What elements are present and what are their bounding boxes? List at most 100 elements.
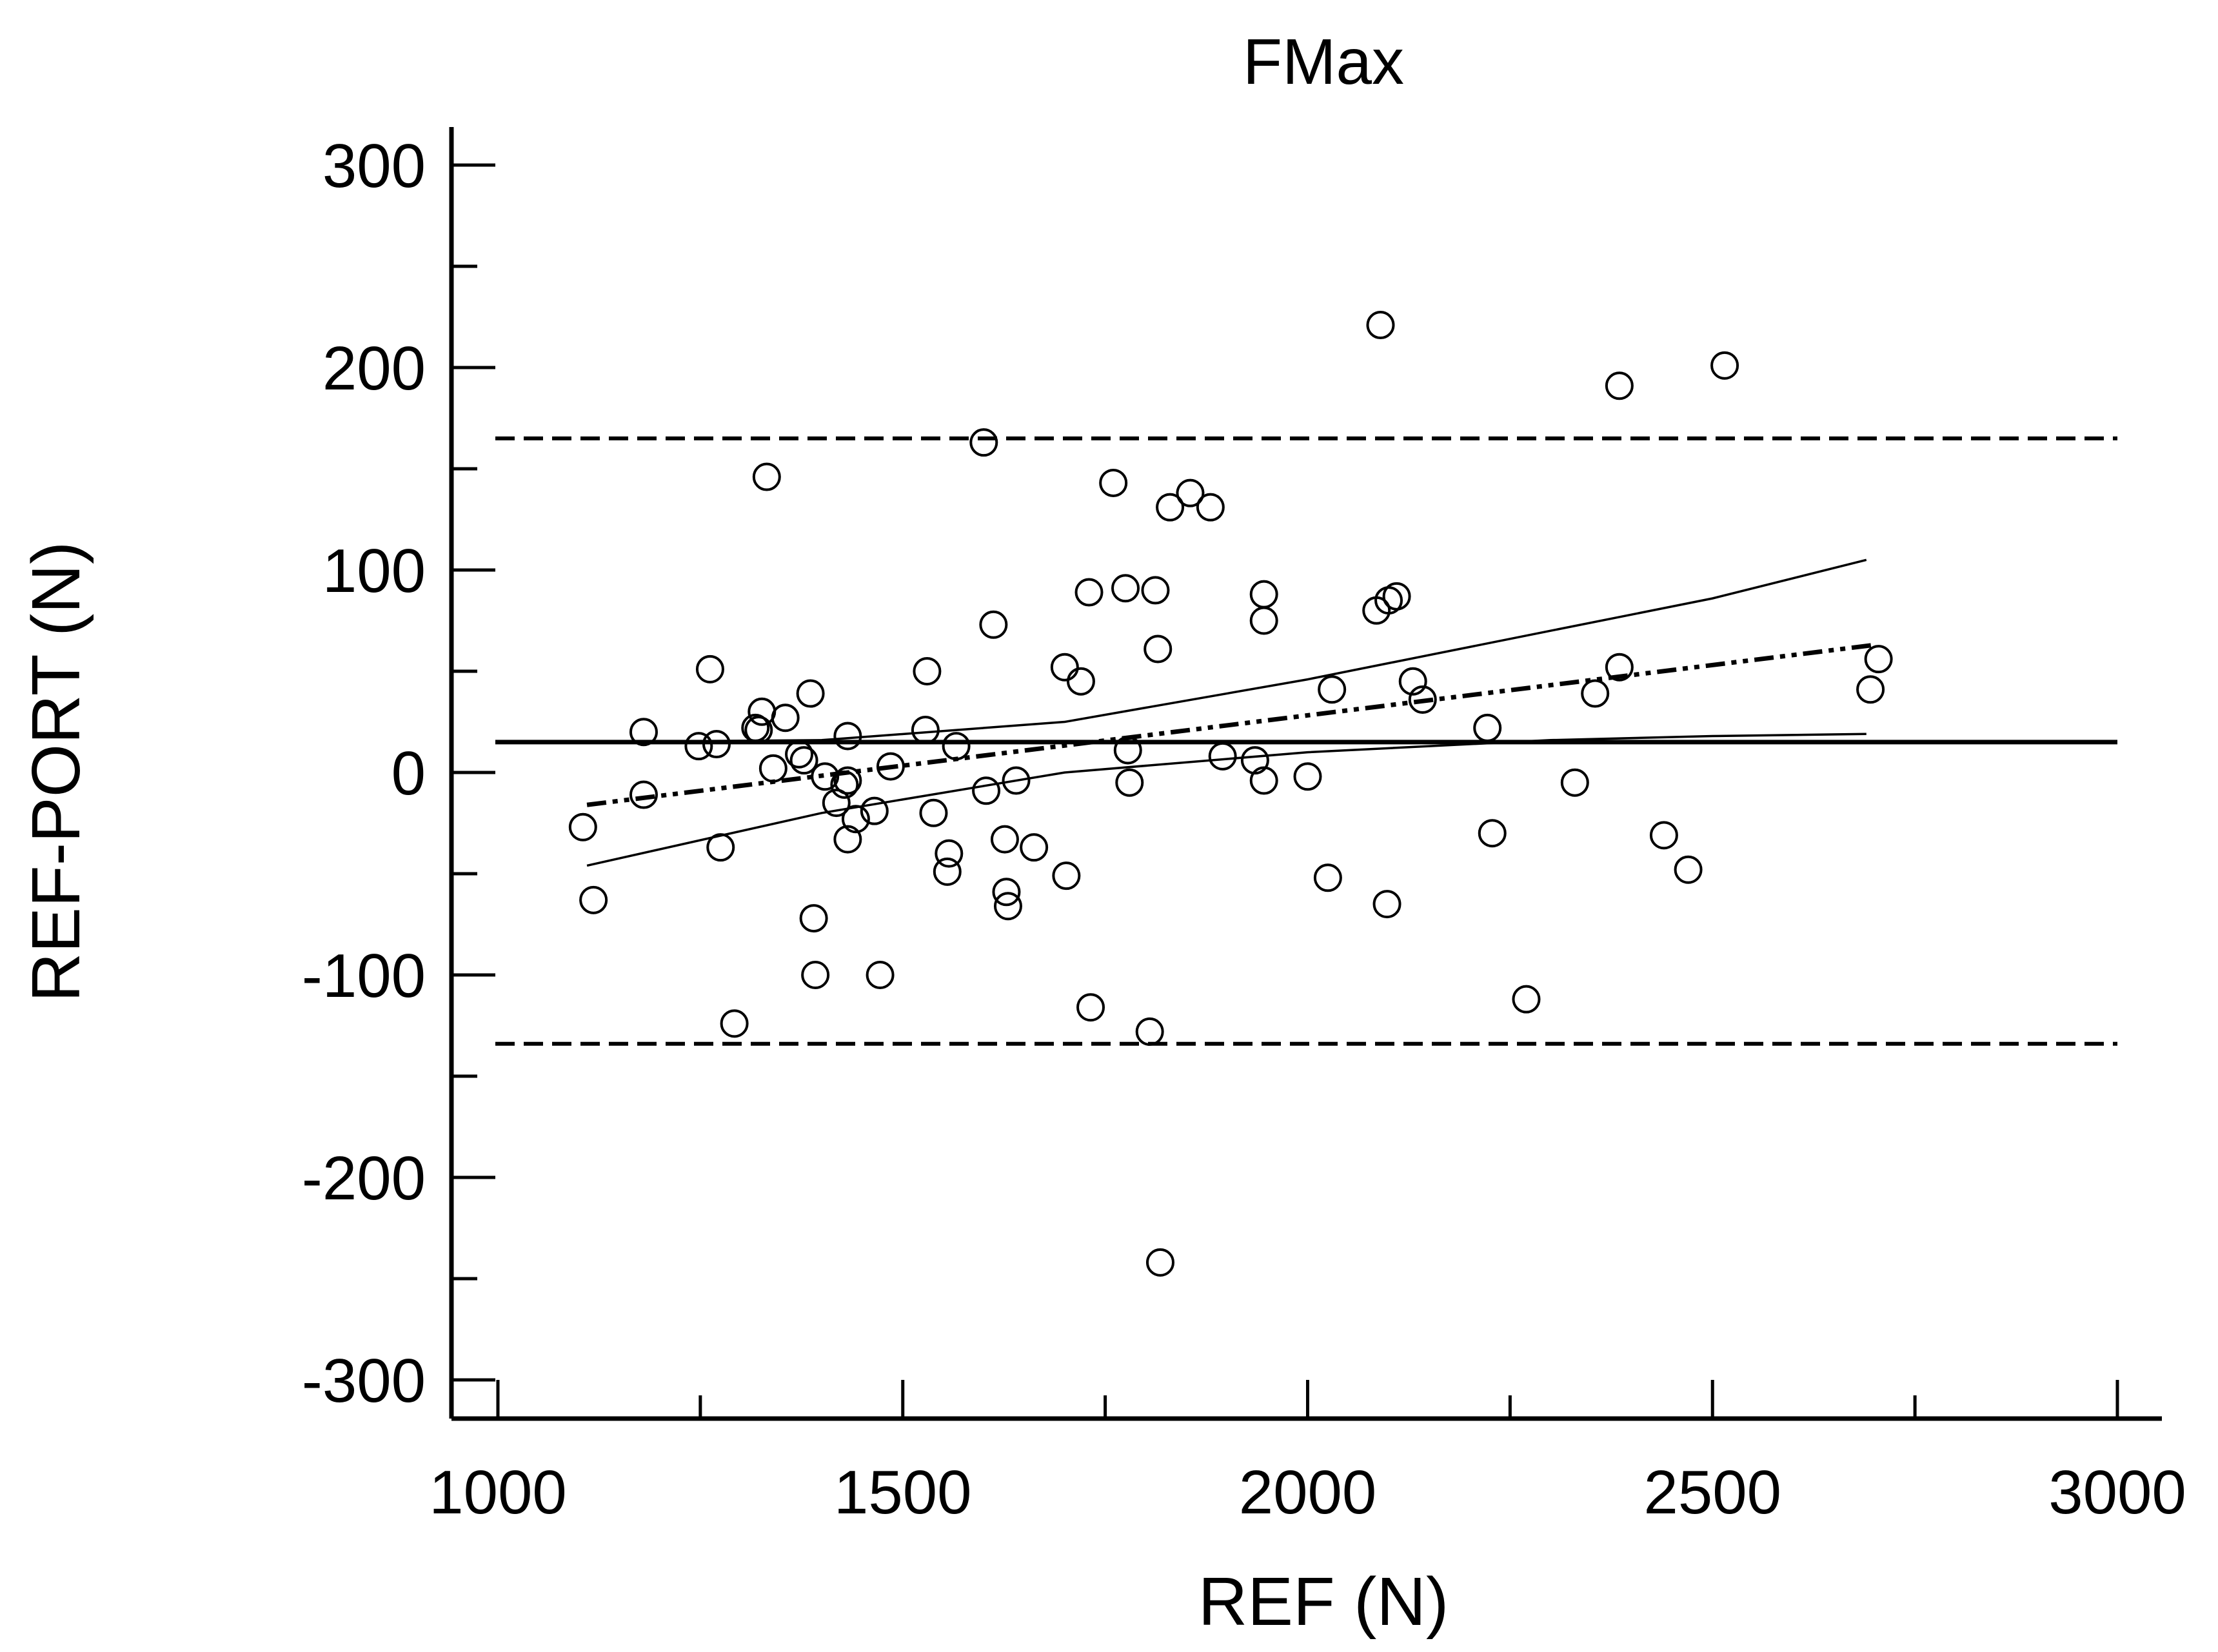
data-point xyxy=(629,780,658,809)
x-tick-label: 2000 xyxy=(1239,1458,1377,1527)
data-point xyxy=(1249,606,1278,635)
data-point xyxy=(695,654,724,683)
data-point xyxy=(841,805,870,834)
data-point xyxy=(979,610,1008,639)
data-point xyxy=(1473,713,1502,742)
chart-title: FMax xyxy=(1243,26,1404,98)
data-point xyxy=(741,713,770,742)
data-point xyxy=(919,798,948,827)
data-point xyxy=(876,752,905,781)
data-point xyxy=(801,961,830,989)
data-point xyxy=(1074,578,1104,607)
data-point xyxy=(1176,478,1205,507)
data-point xyxy=(830,770,859,799)
x-tick-label: 3000 xyxy=(2048,1458,2186,1527)
data-point xyxy=(799,904,828,933)
data-point xyxy=(933,857,962,886)
data-point xyxy=(992,878,1021,907)
x-tick-label: 2500 xyxy=(1643,1458,1781,1527)
data-point xyxy=(1113,736,1142,765)
data-point xyxy=(1020,833,1049,862)
data-point xyxy=(866,961,895,989)
data-point xyxy=(1240,746,1269,775)
data-point xyxy=(796,679,825,708)
data-point xyxy=(1398,667,1427,696)
data-point xyxy=(568,812,597,841)
confidence-band-lower xyxy=(586,733,1866,867)
data-point xyxy=(1066,667,1095,696)
x-tick-label: 1500 xyxy=(834,1458,972,1527)
y-tick-label: 0 xyxy=(391,739,426,808)
data-point xyxy=(1478,819,1507,848)
data-point xyxy=(684,732,713,761)
data-point xyxy=(702,730,731,759)
data-point xyxy=(1512,985,1541,1014)
data-point xyxy=(990,825,1019,854)
data-point xyxy=(579,885,608,914)
data-point xyxy=(1674,855,1703,884)
data-point xyxy=(1605,653,1634,682)
y-tick-label: -200 xyxy=(302,1144,426,1213)
data-point xyxy=(1135,1017,1164,1046)
data-point xyxy=(993,892,1022,921)
data-point xyxy=(1313,863,1342,892)
data-point xyxy=(911,716,940,745)
data-point xyxy=(1076,993,1105,1022)
data-point xyxy=(860,796,889,825)
y-tick-label: -100 xyxy=(302,941,426,1010)
data-point xyxy=(629,718,658,747)
data-point xyxy=(1144,634,1173,664)
data-point xyxy=(1196,493,1225,522)
data-point xyxy=(758,754,787,783)
data-point xyxy=(811,762,840,791)
data-point xyxy=(1382,582,1411,611)
data-point xyxy=(833,722,862,751)
data-point xyxy=(833,825,862,854)
data-point xyxy=(1605,371,1634,400)
y-tick-label: 300 xyxy=(322,132,426,201)
y-tick-label: 100 xyxy=(322,536,426,605)
data-point xyxy=(833,766,862,795)
data-point xyxy=(1864,645,1893,674)
data-point xyxy=(752,462,781,491)
data-point xyxy=(1111,574,1140,603)
data-point xyxy=(785,740,814,769)
data-point xyxy=(1318,675,1347,704)
data-point xyxy=(1052,861,1081,890)
x-axis-label: REF (N) xyxy=(1198,1564,1449,1640)
data-point xyxy=(942,732,971,761)
data-point xyxy=(1099,468,1128,497)
data-point xyxy=(1710,351,1739,380)
data-point xyxy=(935,839,964,868)
y-axis-label: REF-PORT (N) xyxy=(18,542,94,1003)
data-point xyxy=(1002,766,1031,795)
data-point xyxy=(1372,890,1401,919)
data-point xyxy=(1293,762,1322,791)
data-point xyxy=(1115,768,1144,797)
data-point xyxy=(1366,311,1395,340)
data-point xyxy=(1208,742,1237,771)
data-point xyxy=(1249,766,1278,795)
data-point xyxy=(969,428,998,457)
data-point xyxy=(744,716,773,745)
data-point xyxy=(720,1009,749,1038)
data-point xyxy=(1141,576,1170,605)
data-point xyxy=(1145,1248,1174,1277)
y-tick-label: -300 xyxy=(302,1346,426,1415)
confidence-band-upper xyxy=(587,558,1867,743)
x-tick-label: 1000 xyxy=(429,1458,567,1527)
data-point xyxy=(972,776,1001,805)
data-point xyxy=(822,789,851,818)
data-point xyxy=(706,833,735,862)
regression-line xyxy=(586,642,1875,807)
data-point xyxy=(1649,821,1678,850)
data-point xyxy=(913,657,942,685)
data-point xyxy=(1408,685,1437,714)
data-point xyxy=(1581,679,1610,708)
data-point xyxy=(1156,493,1185,522)
data-point xyxy=(1560,768,1589,797)
y-tick-label: 200 xyxy=(322,334,426,403)
